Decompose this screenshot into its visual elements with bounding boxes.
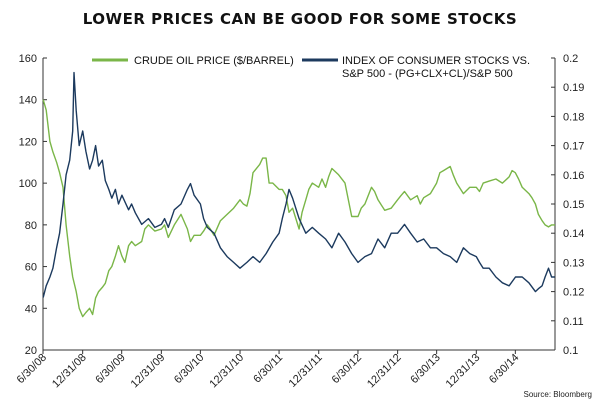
legend-label-line-1: INDEX OF CONSUMER STOCKS VS. xyxy=(342,55,530,67)
x-tick-label: 12/31/10 xyxy=(207,352,246,391)
right-tick-label: 0.1 xyxy=(563,345,578,357)
left-tick-label: 160 xyxy=(19,53,37,65)
right-tick-label: 0.11 xyxy=(563,316,584,328)
x-tick-label: 6/30/12 xyxy=(330,352,364,386)
source-note: Source: Bloomberg xyxy=(523,390,592,399)
x-tick-label: 6/30/11 xyxy=(251,352,285,386)
x-tick-label: 6/30/14 xyxy=(487,352,521,386)
right-tick-label: 0.2 xyxy=(563,53,578,65)
right-tick-label: 0.18 xyxy=(563,111,584,123)
right-tick-label: 0.16 xyxy=(563,170,584,182)
left-tick-label: 20 xyxy=(25,345,37,357)
x-tick-label: 6/30/10 xyxy=(172,352,206,386)
right-tick-label: 0.17 xyxy=(563,141,584,153)
x-tick-label: 12/31/09 xyxy=(129,352,168,391)
left-tick-label: 40 xyxy=(25,303,37,315)
left-tick-label: 140 xyxy=(19,95,37,107)
x-tick-label: 12/31/08 xyxy=(50,352,89,391)
x-tick-label: 6/30/13 xyxy=(408,352,442,386)
left-tick-label: 80 xyxy=(25,220,37,232)
legend: CRUDE OIL PRICE ($/BARREL) INDEX OF CONS… xyxy=(92,55,530,80)
series-line-consumer-index xyxy=(42,71,555,298)
x-tick-label: 12/31/12 xyxy=(365,352,404,391)
right-tick-label: 0.15 xyxy=(563,199,584,211)
left-tick-label: 120 xyxy=(19,136,37,148)
right-tick-label: 0.19 xyxy=(563,82,584,94)
legend-label-line-2: S&P 500 - (PG+CLX+CL)/S&P 500 xyxy=(342,68,513,80)
x-tick-label: 12/31/13 xyxy=(444,352,483,391)
left-tick-label: 60 xyxy=(25,262,37,274)
left-tick-label: 100 xyxy=(19,178,37,190)
legend-label-crude-oil: CRUDE OIL PRICE ($/BARREL) xyxy=(134,55,294,67)
series-layer xyxy=(42,71,555,318)
right-tick-label: 0.13 xyxy=(563,257,584,269)
series-line-crude-oil xyxy=(42,99,555,318)
x-tick-label: 6/30/09 xyxy=(93,352,127,386)
axes: 20 40 60 80 100 120 140 160 0.1 0.11 0.12 0.13 0.14 0… xyxy=(15,53,585,390)
right-tick-label: 0.12 xyxy=(563,287,584,299)
chart-title: LOWER PRICES CAN BE GOOD FOR SOME STOCKS xyxy=(82,10,518,28)
right-tick-label: 0.14 xyxy=(563,228,584,240)
legend-label-consumer-index: INDEX OF CONSUMER STOCKS VS. S&P 500 - (P… xyxy=(342,55,530,80)
x-tick-label: 12/31/11 xyxy=(287,352,325,390)
